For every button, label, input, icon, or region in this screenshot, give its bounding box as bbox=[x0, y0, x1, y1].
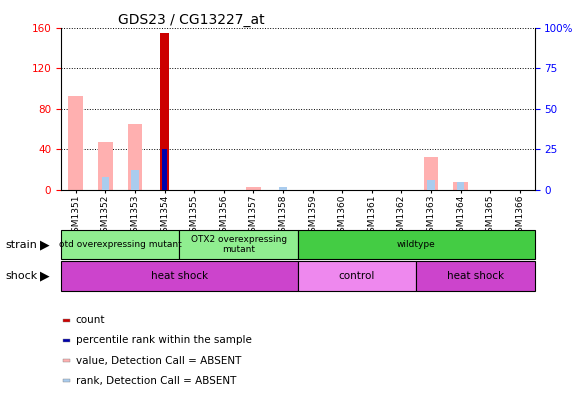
Bar bbox=[63, 319, 70, 322]
Bar bbox=[160, 33, 169, 190]
Bar bbox=[457, 182, 464, 190]
Bar bbox=[180, 230, 297, 259]
Bar bbox=[102, 177, 109, 190]
Bar bbox=[63, 339, 70, 342]
Bar bbox=[61, 230, 180, 259]
Bar bbox=[128, 124, 142, 190]
Text: heat shock: heat shock bbox=[447, 271, 504, 281]
Text: otd overexpressing mutant: otd overexpressing mutant bbox=[59, 240, 182, 249]
Bar bbox=[297, 261, 416, 291]
Bar bbox=[63, 359, 70, 362]
Bar bbox=[246, 187, 261, 190]
Bar bbox=[279, 187, 286, 190]
Bar bbox=[453, 182, 468, 190]
Bar bbox=[61, 261, 297, 291]
Text: value, Detection Call = ABSENT: value, Detection Call = ABSENT bbox=[76, 356, 241, 366]
Bar bbox=[131, 170, 139, 190]
Text: heat shock: heat shock bbox=[151, 271, 208, 281]
Text: shock: shock bbox=[6, 271, 38, 281]
Text: percentile rank within the sample: percentile rank within the sample bbox=[76, 335, 252, 345]
Text: count: count bbox=[76, 316, 105, 326]
Text: strain: strain bbox=[6, 240, 38, 249]
Text: GDS23 / CG13227_at: GDS23 / CG13227_at bbox=[118, 13, 264, 27]
Text: OTX2 overexpressing
mutant: OTX2 overexpressing mutant bbox=[191, 235, 286, 254]
Bar bbox=[98, 143, 113, 190]
Bar bbox=[162, 149, 167, 190]
Text: ▶: ▶ bbox=[40, 238, 49, 251]
Text: wildtype: wildtype bbox=[397, 240, 436, 249]
Bar bbox=[297, 230, 535, 259]
Text: control: control bbox=[339, 271, 375, 281]
Text: ▶: ▶ bbox=[40, 270, 49, 283]
Bar bbox=[69, 96, 83, 190]
Bar bbox=[424, 156, 438, 190]
Bar bbox=[63, 379, 70, 382]
Bar bbox=[416, 261, 535, 291]
Text: rank, Detection Call = ABSENT: rank, Detection Call = ABSENT bbox=[76, 375, 236, 386]
Bar bbox=[427, 180, 435, 190]
